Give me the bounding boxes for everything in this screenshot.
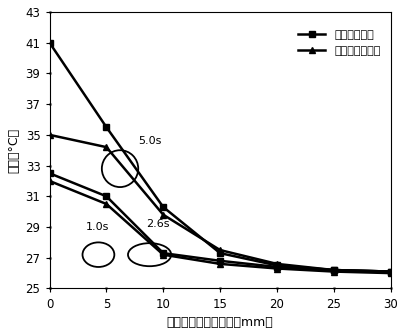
- X-axis label: 试件被测方向的长度（mm）: 试件被测方向的长度（mm）: [167, 316, 273, 329]
- Y-axis label: 温度（°C）: 温度（°C）: [7, 128, 20, 173]
- Text: 2.6s: 2.6s: [146, 218, 170, 228]
- Text: 5.0s: 5.0s: [138, 136, 162, 145]
- Text: 1.0s: 1.0s: [86, 222, 109, 232]
- Legend: 热电偶测量値, 本发明的测量値: 热电偶测量値, 本发明的测量値: [293, 26, 385, 60]
